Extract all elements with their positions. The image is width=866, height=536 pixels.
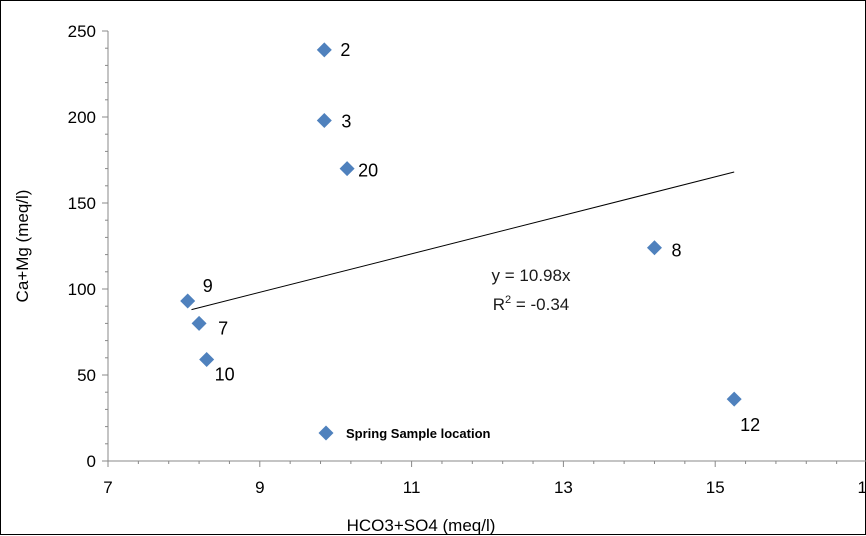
data-point-labels: 2 3 20 8 9 7 10 12 (203, 40, 761, 435)
x-tick-label: 15 (706, 478, 725, 497)
trendline (191, 171, 735, 311)
legend: Spring Sample location (318, 425, 491, 441)
x-axis-title: HCO3+SO4 (meq/l) (347, 516, 496, 535)
y-axis-title: Ca+Mg (meq/l) (13, 190, 32, 303)
data-point-label: 10 (215, 365, 235, 385)
y-tick-label: 150 (68, 194, 96, 213)
legend-label: Spring Sample location (346, 426, 491, 441)
x-tick-label: 7 (103, 478, 112, 497)
trendline-equation: y = 10.98x (492, 266, 571, 285)
data-point-label: 3 (341, 111, 351, 131)
y-tick-label: 100 (68, 280, 96, 299)
data-point-label: 8 (671, 241, 681, 261)
r2-prefix: R (493, 295, 505, 314)
data-point-label: 12 (740, 415, 760, 435)
data-point (180, 293, 196, 309)
data-point (191, 315, 207, 331)
data-point (316, 112, 332, 128)
y-tick-label: 250 (68, 22, 96, 41)
x-axis-ticks (107, 461, 838, 467)
r2-superscript: 2 (505, 294, 511, 306)
x-tick-label: 9 (255, 478, 264, 497)
legend-marker (318, 425, 334, 441)
y-tick-label: 50 (77, 366, 96, 385)
trendline-r-squared: R2 = -0.34 (493, 294, 570, 314)
data-point (199, 352, 215, 368)
data-point (646, 240, 662, 256)
data-point (726, 391, 742, 407)
x-tick-label: 13 (554, 478, 573, 497)
data-points (180, 42, 742, 407)
x-tick-label: 11 (403, 478, 421, 497)
data-point-label: 20 (358, 161, 378, 181)
data-point (316, 42, 332, 58)
data-point (339, 161, 355, 177)
x-tick-label: 17 (858, 478, 866, 497)
y-axis-ticks (102, 30, 108, 462)
y-tick-label: 200 (68, 108, 96, 127)
data-point-label: 2 (340, 40, 350, 60)
r2-value: = -0.34 (511, 295, 569, 314)
y-axis-tick-labels: 0 50 100 150 200 250 (68, 22, 96, 471)
x-axis-tick-labels: 7 9 11 13 15 17 (103, 478, 866, 497)
data-point-label: 7 (218, 318, 228, 338)
y-tick-label: 0 (87, 452, 96, 471)
data-point-label: 9 (203, 276, 213, 296)
